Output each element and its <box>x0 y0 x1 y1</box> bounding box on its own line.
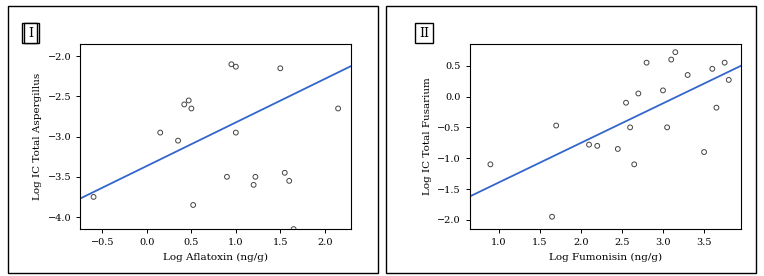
Point <box>279 171 291 175</box>
Point <box>711 105 723 110</box>
Point <box>187 203 199 207</box>
Point <box>718 60 730 65</box>
Point <box>183 98 195 103</box>
Point <box>661 125 673 130</box>
Point <box>633 91 645 96</box>
Y-axis label: Log IC Total Fusarium: Log IC Total Fusarium <box>422 78 432 195</box>
X-axis label: Log Fumonisin (ng/g): Log Fumonisin (ng/g) <box>549 253 662 262</box>
Point <box>221 175 233 179</box>
Point <box>87 195 99 199</box>
Point <box>154 130 167 135</box>
Point <box>546 214 558 219</box>
Point <box>248 183 260 187</box>
Point <box>287 227 299 231</box>
Point <box>624 125 636 130</box>
Point <box>628 162 640 167</box>
Point <box>665 57 678 62</box>
Text: II: II <box>25 26 36 40</box>
Point <box>723 78 735 82</box>
Point <box>225 62 238 67</box>
Point <box>640 60 652 65</box>
Point <box>230 65 242 69</box>
Y-axis label: Log IC Total Aspergillus: Log IC Total Aspergillus <box>33 73 42 200</box>
Point <box>332 106 345 111</box>
Point <box>698 150 711 154</box>
Point <box>591 144 604 148</box>
Text: I: I <box>28 26 33 40</box>
Point <box>706 67 718 71</box>
Text: II: II <box>419 26 429 40</box>
Point <box>178 102 190 107</box>
Point <box>249 175 261 179</box>
Point <box>620 100 632 105</box>
Point <box>681 73 694 77</box>
Point <box>172 139 184 143</box>
Point <box>550 123 562 128</box>
Point <box>230 130 242 135</box>
Point <box>274 66 286 70</box>
Point <box>185 106 197 111</box>
Point <box>484 162 497 167</box>
Point <box>669 50 681 54</box>
Point <box>583 142 595 147</box>
Point <box>283 179 296 183</box>
Point <box>657 88 669 93</box>
Point <box>612 147 624 151</box>
X-axis label: Log Aflatoxin (ng/g): Log Aflatoxin (ng/g) <box>163 253 268 262</box>
